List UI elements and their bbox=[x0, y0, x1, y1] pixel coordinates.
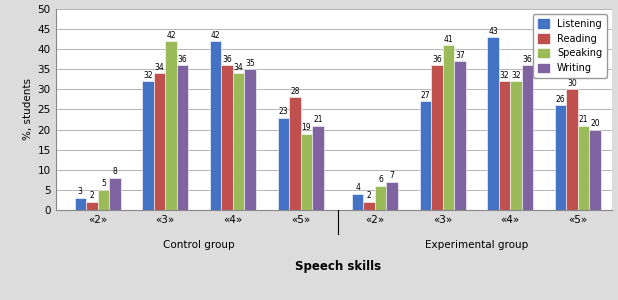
Text: 2: 2 bbox=[90, 191, 94, 200]
Text: 41: 41 bbox=[444, 34, 453, 43]
Bar bbox=[312, 126, 324, 210]
Text: 36: 36 bbox=[523, 55, 533, 64]
Bar bbox=[244, 69, 256, 210]
Legend: Listening, Reading, Speaking, Writing: Listening, Reading, Speaking, Writing bbox=[533, 14, 607, 78]
Bar bbox=[499, 81, 510, 210]
Text: Experimental group: Experimental group bbox=[425, 240, 528, 250]
Bar bbox=[375, 186, 386, 210]
Bar bbox=[277, 118, 289, 210]
Text: 34: 34 bbox=[154, 63, 164, 72]
Text: 2: 2 bbox=[367, 191, 371, 200]
Text: 43: 43 bbox=[488, 26, 498, 35]
Text: 37: 37 bbox=[455, 51, 465, 60]
Y-axis label: %, students: %, students bbox=[23, 79, 33, 140]
Text: 36: 36 bbox=[222, 55, 232, 64]
Bar bbox=[75, 198, 86, 210]
Text: 4: 4 bbox=[355, 183, 360, 192]
Bar bbox=[233, 73, 244, 210]
Bar bbox=[578, 126, 590, 210]
Bar bbox=[300, 134, 312, 210]
Bar bbox=[177, 65, 188, 210]
Text: 21: 21 bbox=[313, 115, 323, 124]
Text: 20: 20 bbox=[590, 119, 600, 128]
Text: 32: 32 bbox=[143, 71, 153, 80]
Text: 42: 42 bbox=[166, 31, 176, 40]
Text: 35: 35 bbox=[245, 59, 255, 68]
Text: 6: 6 bbox=[378, 175, 383, 184]
Text: 42: 42 bbox=[211, 31, 221, 40]
Text: 27: 27 bbox=[421, 91, 430, 100]
Bar bbox=[98, 190, 109, 210]
Text: 19: 19 bbox=[302, 123, 311, 132]
Bar bbox=[289, 98, 300, 210]
Bar bbox=[510, 81, 522, 210]
Bar bbox=[386, 182, 398, 210]
Text: 32: 32 bbox=[511, 71, 521, 80]
Bar bbox=[522, 65, 533, 210]
Text: 26: 26 bbox=[556, 95, 565, 104]
Bar bbox=[165, 41, 177, 210]
Text: 34: 34 bbox=[234, 63, 243, 72]
Bar bbox=[86, 202, 98, 210]
Text: 36: 36 bbox=[177, 55, 187, 64]
Bar bbox=[454, 61, 466, 210]
Bar bbox=[154, 73, 165, 210]
Bar bbox=[142, 81, 154, 210]
Bar bbox=[567, 89, 578, 210]
Bar bbox=[420, 101, 431, 210]
Text: 30: 30 bbox=[567, 79, 577, 88]
Bar bbox=[442, 45, 454, 210]
Text: 3: 3 bbox=[78, 187, 83, 196]
Text: 8: 8 bbox=[112, 167, 117, 176]
Text: 23: 23 bbox=[279, 107, 288, 116]
Text: Control group: Control group bbox=[163, 240, 235, 250]
Text: 28: 28 bbox=[290, 87, 300, 96]
Bar bbox=[363, 202, 375, 210]
Bar bbox=[431, 65, 442, 210]
Bar bbox=[488, 37, 499, 210]
Bar bbox=[555, 106, 567, 210]
Text: 32: 32 bbox=[500, 71, 509, 80]
Text: Speech skills: Speech skills bbox=[295, 260, 381, 273]
Bar bbox=[352, 194, 363, 210]
Text: 7: 7 bbox=[390, 171, 395, 180]
Text: 5: 5 bbox=[101, 179, 106, 188]
Bar bbox=[221, 65, 233, 210]
Bar bbox=[109, 178, 121, 210]
Bar bbox=[590, 130, 601, 210]
Text: 36: 36 bbox=[432, 55, 442, 64]
Bar bbox=[210, 41, 221, 210]
Text: 21: 21 bbox=[579, 115, 588, 124]
